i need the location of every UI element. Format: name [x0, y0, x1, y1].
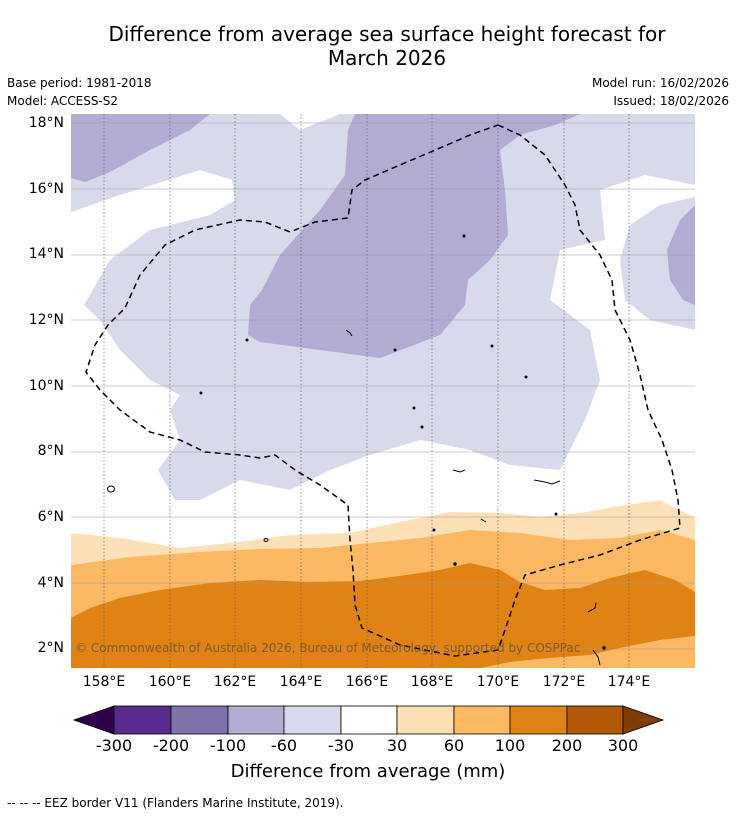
- colorbar: [72, 705, 665, 735]
- island: [587, 602, 597, 613]
- lon-label: 172°E: [542, 674, 586, 690]
- lon-label: 174°E: [607, 674, 651, 690]
- lat-label: 14°N: [28, 246, 64, 262]
- chart-title: Difference from average sea surface heig…: [0, 22, 736, 70]
- island: [462, 234, 466, 238]
- colorbar-bin: [340, 705, 398, 735]
- island: [592, 649, 601, 666]
- colorbar-tick: 30: [386, 736, 408, 755]
- colorbar-bin: [283, 705, 342, 735]
- island: [480, 518, 487, 523]
- colorbar-bin: [170, 705, 229, 735]
- island: [602, 646, 606, 650]
- island: [554, 512, 558, 516]
- contour-neg60-nw: [71, 114, 210, 182]
- title-line-1: Difference from average sea surface heig…: [108, 22, 666, 46]
- island: [199, 391, 203, 395]
- island: [345, 329, 353, 337]
- island: [432, 528, 436, 532]
- contour-pos100: [71, 563, 695, 668]
- lat-label: 4°N: [37, 575, 64, 591]
- copyright-notice: © Commonwealth of Australia 2026, Bureau…: [75, 641, 581, 655]
- island: [453, 562, 457, 566]
- gridlines: [71, 114, 695, 668]
- lat-label: 16°N: [28, 181, 64, 197]
- island: [420, 425, 424, 429]
- colorbar-bin: [113, 705, 172, 735]
- lon-label: 168°E: [410, 674, 454, 690]
- contour-neg60-central: [248, 114, 580, 358]
- colorbar-tick: -300: [95, 736, 133, 755]
- island: [245, 338, 249, 342]
- island: [452, 469, 466, 473]
- lon-label: 158°E: [82, 674, 126, 690]
- contour-pos60-south: [480, 636, 695, 668]
- lon-label: 160°E: [148, 674, 192, 690]
- island: [107, 485, 115, 493]
- lat-label: 18°N: [28, 115, 64, 131]
- colorbar-max-extend: [622, 705, 665, 735]
- lat-label: 2°N: [37, 640, 64, 656]
- lon-label: 166°E: [345, 674, 389, 690]
- colorbar-tick: -60: [270, 736, 298, 755]
- colorbar-bin: [396, 705, 455, 735]
- colorbar-tick: 300: [607, 736, 639, 755]
- island: [524, 375, 528, 379]
- island: [393, 348, 397, 352]
- model-name: Model: ACCESS-S2: [7, 94, 119, 108]
- colorbar-tick: -200: [152, 736, 190, 755]
- issued-date: Issued: 18/02/2026: [613, 94, 729, 108]
- meta-left: Base period: 1981-2018 Model: ACCESS-S2: [7, 74, 152, 110]
- colorbar-min-extend: [72, 705, 115, 735]
- island: [263, 538, 269, 542]
- island: [490, 344, 494, 348]
- lon-label: 162°E: [213, 674, 257, 690]
- title-line-2: March 2026: [327, 46, 447, 70]
- colorbar-tick: -30: [327, 736, 355, 755]
- lat-label: 6°N: [37, 509, 64, 525]
- lon-label: 170°E: [476, 674, 520, 690]
- map-field: [71, 114, 695, 668]
- islands: [107, 234, 606, 666]
- colorbar-bin: [453, 705, 511, 735]
- island: [533, 479, 561, 485]
- colorbar-bin: [566, 705, 624, 735]
- colorbar-tick: 100: [494, 736, 526, 755]
- colorbar-tick: -100: [209, 736, 247, 755]
- colorbar-bin: [509, 705, 568, 735]
- lat-label: 8°N: [37, 443, 64, 459]
- base-period: Base period: 1981-2018: [7, 76, 152, 90]
- colorbar-title: Difference from average (mm): [230, 761, 506, 782]
- colorbar-tick: 200: [551, 736, 583, 755]
- island: [412, 406, 416, 410]
- colorbar-tick: 60: [443, 736, 465, 755]
- meta-right: Model run: 16/02/2026 Issued: 18/02/2026: [592, 74, 729, 110]
- colorbar-bin: [227, 705, 285, 735]
- eez-footer-note: -- -- -- EEZ border V11 (Flanders Marine…: [7, 796, 344, 810]
- lat-label: 12°N: [28, 312, 64, 328]
- lon-label: 164°E: [279, 674, 323, 690]
- lat-label: 10°N: [28, 378, 64, 394]
- model-run: Model run: 16/02/2026: [591, 76, 729, 90]
- eez-border: [85, 124, 681, 657]
